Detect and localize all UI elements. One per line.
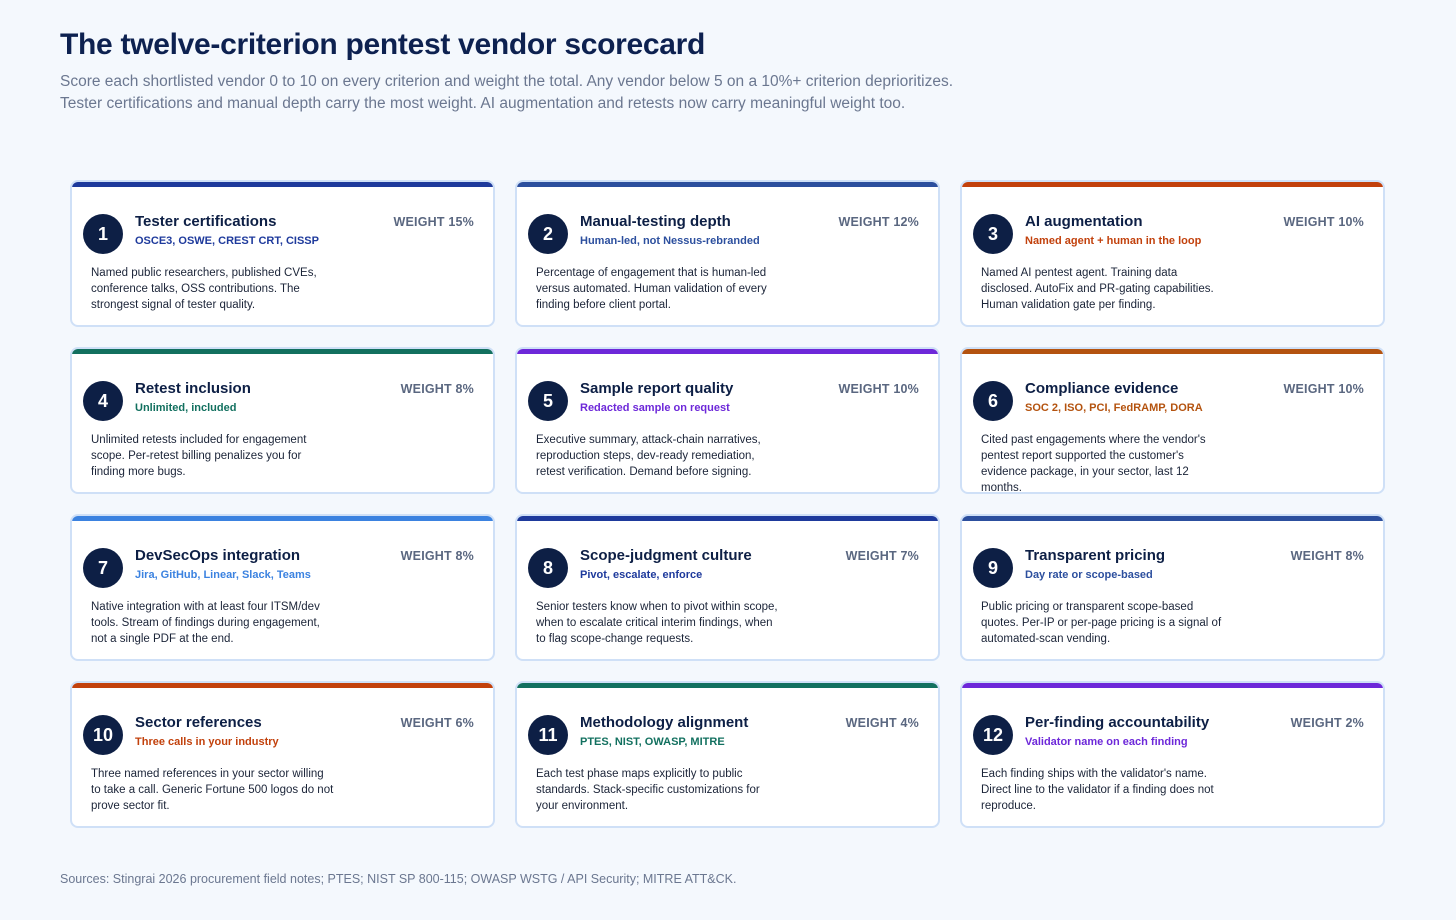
criterion-card: 11 Methodology alignment WEIGHT 4% PTES,… (515, 681, 940, 828)
criterion-title: Methodology alignment (580, 714, 749, 731)
page-subtitle: Score each shortlisted vendor 0 to 10 on… (60, 71, 1160, 115)
card-accent-bar (72, 516, 493, 521)
criterion-description: Unlimited retests included for engagemen… (91, 434, 307, 478)
card-accent-bar (962, 516, 1383, 521)
criterion-card: 12 Per-finding accountability WEIGHT 2% … (960, 681, 1385, 828)
card-accent-bar (962, 182, 1383, 187)
subtitle-line-2: Tester certifications and manual depth c… (60, 95, 906, 112)
criterion-description: Senior testers know when to pivot within… (536, 601, 778, 645)
criterion-weight: WEIGHT 8% (400, 382, 474, 396)
criterion-card: 8 Scope-judgment culture WEIGHT 7% Pivot… (515, 514, 940, 661)
criterion-tag: Redacted sample on request (580, 402, 730, 414)
criterion-card: 6 Compliance evidence WEIGHT 10% SOC 2, … (960, 347, 1385, 494)
criterion-description: Percentage of engagement that is human-l… (536, 267, 767, 311)
criterion-card: 5 Sample report quality WEIGHT 10% Redac… (515, 347, 940, 494)
subtitle-line-1: Score each shortlisted vendor 0 to 10 on… (60, 73, 954, 90)
criterion-tag: Jira, GitHub, Linear, Slack, Teams (135, 569, 311, 581)
criterion-description: Each test phase maps explicitly to publi… (536, 768, 760, 812)
criterion-title: Per-finding accountability (1025, 714, 1210, 731)
criterion-title: Scope-judgment culture (580, 547, 752, 564)
criterion-number-badge: 10 (83, 715, 123, 755)
criterion-description: Native integration with at least four IT… (91, 601, 320, 645)
criterion-tag: PTES, NIST, OWASP, MITRE (580, 736, 725, 748)
criterion-tag: Day rate or scope-based (1025, 569, 1153, 581)
criterion-title: DevSecOps integration (135, 547, 301, 564)
criterion-description: Cited past engagements where the vendor'… (981, 434, 1206, 494)
card-accent-bar (517, 182, 938, 187)
criterion-card: 3 AI augmentation WEIGHT 10% Named agent… (960, 180, 1385, 327)
criterion-number-badge: 7 (83, 548, 123, 588)
criterion-card: 7 DevSecOps integration WEIGHT 8% Jira, … (70, 514, 495, 661)
criterion-weight: WEIGHT 2% (1290, 716, 1364, 730)
criterion-tag: Unlimited, included (135, 402, 237, 414)
criterion-tag: Three calls in your industry (135, 736, 279, 748)
criterion-weight: WEIGHT 10% (1283, 382, 1364, 396)
page-title: The twelve-criterion pentest vendor scor… (60, 28, 706, 61)
card-accent-bar (962, 349, 1383, 354)
criterion-number-badge: 8 (528, 548, 568, 588)
card-accent-bar (517, 516, 938, 521)
criterion-number-badge: 2 (528, 214, 568, 254)
card-accent-bar (72, 349, 493, 354)
criterion-card: 2 Manual-testing depth WEIGHT 12% Human-… (515, 180, 940, 327)
criterion-number-badge: 11 (528, 715, 568, 755)
card-accent-bar (72, 182, 493, 187)
criterion-tag: Human-led, not Nessus-rebranded (580, 235, 760, 247)
criterion-weight: WEIGHT 15% (393, 215, 474, 229)
criteria-grid: 1 Tester certifications WEIGHT 15% OSCE3… (70, 180, 1385, 828)
criterion-weight: WEIGHT 10% (1283, 215, 1364, 229)
criterion-card: 9 Transparent pricing WEIGHT 8% Day rate… (960, 514, 1385, 661)
criterion-title: Compliance evidence (1025, 380, 1179, 397)
criterion-number-badge: 6 (973, 381, 1013, 421)
criterion-description: Three named references in your sector wi… (91, 768, 334, 812)
criterion-title: AI augmentation (1025, 213, 1143, 230)
criterion-card: 4 Retest inclusion WEIGHT 8% Unlimited, … (70, 347, 495, 494)
sources-footnote: Sources: Stingrai 2026 procurement field… (60, 872, 737, 886)
criterion-weight: WEIGHT 10% (838, 382, 919, 396)
criterion-number-badge: 12 (973, 715, 1013, 755)
criterion-description: Named public researchers, published CVEs… (91, 267, 317, 311)
criterion-tag: OSCE3, OSWE, CREST CRT, CISSP (135, 235, 319, 247)
criterion-tag: Named agent + human in the loop (1025, 235, 1202, 247)
card-accent-bar (517, 349, 938, 354)
criterion-number-badge: 5 (528, 381, 568, 421)
card-accent-bar (962, 683, 1383, 688)
criterion-weight: WEIGHT 7% (845, 549, 919, 563)
criterion-number-badge: 1 (83, 214, 123, 254)
criterion-number-badge: 9 (973, 548, 1013, 588)
criterion-title: Transparent pricing (1025, 547, 1166, 564)
criterion-title: Retest inclusion (135, 380, 251, 397)
criterion-title: Tester certifications (135, 213, 277, 230)
criterion-description: Each finding ships with the validator's … (981, 768, 1214, 812)
criterion-card: 10 Sector references WEIGHT 6% Three cal… (70, 681, 495, 828)
criterion-title: Manual-testing depth (580, 213, 731, 230)
criterion-description: Named AI pentest agent. Training data di… (981, 267, 1214, 311)
criterion-weight: WEIGHT 8% (1290, 549, 1364, 563)
criterion-card: 1 Tester certifications WEIGHT 15% OSCE3… (70, 180, 495, 327)
criterion-tag: SOC 2, ISO, PCI, FedRAMP, DORA (1025, 402, 1203, 414)
criterion-weight: WEIGHT 12% (838, 215, 919, 229)
criterion-title: Sector references (135, 714, 262, 731)
criterion-number-badge: 4 (83, 381, 123, 421)
criterion-tag: Validator name on each finding (1025, 736, 1188, 748)
criterion-number-badge: 3 (973, 214, 1013, 254)
criterion-weight: WEIGHT 4% (845, 716, 919, 730)
criterion-weight: WEIGHT 8% (400, 549, 474, 563)
card-accent-bar (72, 683, 493, 688)
criterion-tag: Pivot, escalate, enforce (580, 569, 703, 581)
criterion-description: Public pricing or transparent scope-base… (981, 601, 1222, 645)
card-accent-bar (517, 683, 938, 688)
criterion-title: Sample report quality (580, 380, 734, 397)
criterion-description: Executive summary, attack-chain narrativ… (536, 434, 761, 478)
criterion-weight: WEIGHT 6% (400, 716, 474, 730)
